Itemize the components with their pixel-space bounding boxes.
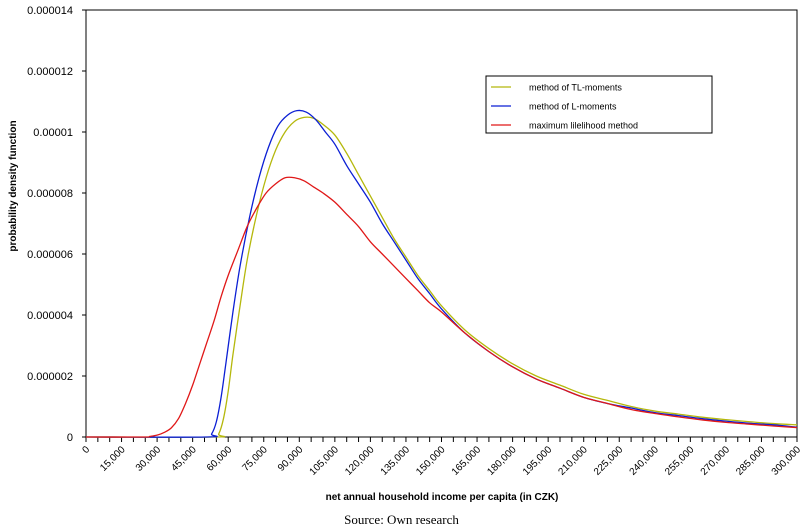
x-tick-label: 135,000 (379, 444, 413, 478)
y-axis: 0 0.000002 0.000004 0.000006 0.000008 0.00001… (27, 5, 86, 444)
y-tick-label: 0 (67, 432, 73, 444)
x-tick-label: 210,000 (556, 444, 590, 478)
x-tick-label: 30,000 (134, 444, 164, 474)
x-tick-label: 225,000 (592, 444, 626, 478)
x-tick-label: 165,000 (450, 444, 484, 478)
x-tick-label: 270,000 (699, 444, 733, 478)
x-axis: 0 15,000 30,000 45,000 60,000 75,000 90,000 105… (80, 437, 803, 478)
x-axis-label: net annual household income per capita (… (326, 492, 559, 503)
source-note: Source: Own research (344, 512, 459, 527)
series-lines (85, 109, 798, 438)
series-line-1 (85, 116, 798, 438)
x-tick-label: 75,000 (240, 444, 270, 474)
series-line-2 (85, 109, 798, 438)
y-axis-label: probability density function (8, 120, 19, 251)
legend-box (485, 75, 713, 134)
y-tick-label: 0.00001 (33, 127, 73, 139)
y-tick-label: 0.000004 (27, 310, 73, 322)
x-tick-label: 255,000 (663, 444, 697, 478)
legend-entry: maximum lilelihood method (529, 121, 638, 131)
plot-frame (85, 9, 798, 438)
legend: method of TL-moments method of L-moments m… (485, 75, 713, 134)
y-tick-label: 0.000002 (27, 371, 73, 383)
x-tick-label: 45,000 (169, 444, 199, 474)
x-tick-label: 105,000 (308, 444, 342, 478)
x-tick-label: 300,000 (770, 444, 803, 478)
y-tick-label: 0.000012 (27, 66, 73, 78)
x-tick-label: 150,000 (414, 444, 448, 478)
x-tick-label: 0 (80, 444, 92, 456)
y-tick-label: 0.000008 (27, 188, 73, 200)
y-tick-label: 0.000006 (27, 249, 73, 261)
x-tick-label: 15,000 (98, 444, 128, 474)
x-tick-label: 285,000 (734, 444, 768, 478)
x-tick-label: 180,000 (485, 444, 519, 478)
x-tick-label: 240,000 (628, 444, 662, 478)
plot-area (85, 9, 798, 438)
x-tick-label: 195,000 (521, 444, 555, 478)
legend-entry: method of L-moments (529, 102, 617, 112)
x-tick-label: 60,000 (205, 444, 235, 474)
legend-entry: method of TL-moments (529, 83, 622, 93)
x-tick-label: 90,000 (276, 444, 306, 474)
y-tick-label: 0.000014 (27, 5, 73, 17)
x-tick-label: 120,000 (343, 444, 377, 478)
series-line-3 (85, 176, 798, 438)
